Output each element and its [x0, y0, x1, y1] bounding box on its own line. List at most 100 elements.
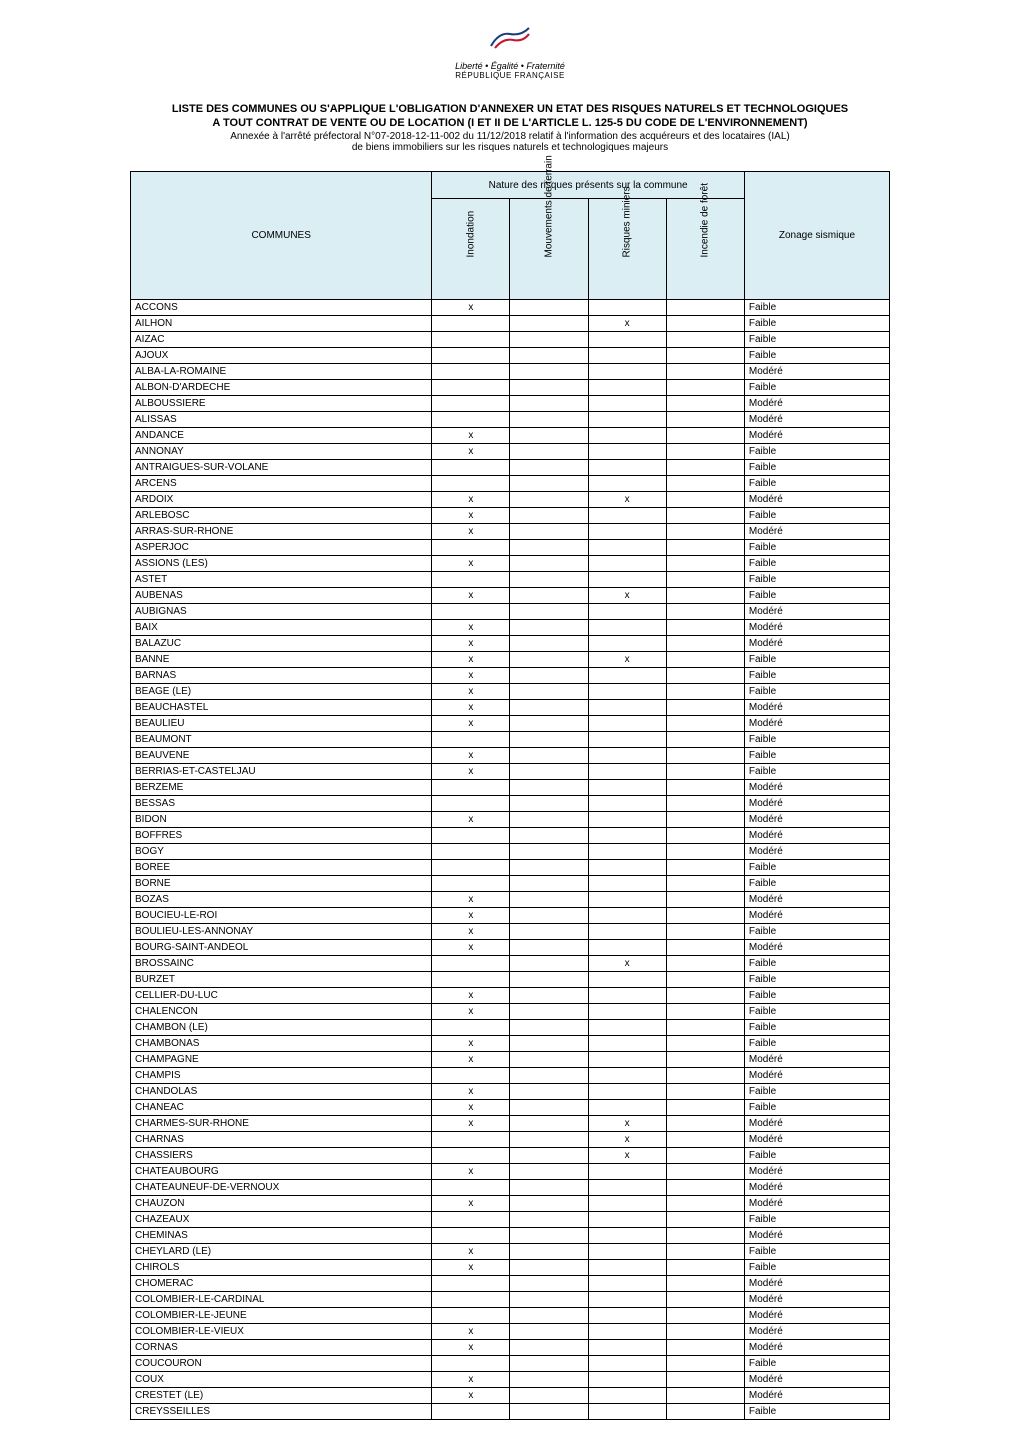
table-row: COUXxModéré [131, 1372, 890, 1388]
cell-zonage: Faible [744, 924, 889, 940]
cell-zonage: Faible [744, 1036, 889, 1052]
cell-miniers [588, 1324, 666, 1340]
cell-zonage: Modéré [744, 1340, 889, 1356]
cell-incendie [666, 732, 744, 748]
cell-zonage: Faible [744, 316, 889, 332]
cell-inondation: x [432, 1260, 510, 1276]
cell-incendie [666, 380, 744, 396]
cell-incendie [666, 396, 744, 412]
cell-miniers [588, 1340, 666, 1356]
cell-miniers [588, 1308, 666, 1324]
cell-zonage: Faible [744, 1004, 889, 1020]
cell-inondation: x [432, 300, 510, 316]
cell-inondation: x [432, 988, 510, 1004]
cell-incendie [666, 1180, 744, 1196]
cell-incendie [666, 1068, 744, 1084]
cell-zonage: Modéré [744, 908, 889, 924]
cell-incendie [666, 1292, 744, 1308]
cell-commune: ANDANCE [131, 428, 432, 444]
table-row: ARRAS-SUR-RHONExModéré [131, 524, 890, 540]
cell-commune: BROSSAINC [131, 956, 432, 972]
cell-zonage: Modéré [744, 524, 889, 540]
cell-mouvements [510, 1276, 588, 1292]
cell-commune: CORNAS [131, 1340, 432, 1356]
cell-inondation [432, 348, 510, 364]
cell-miniers [588, 796, 666, 812]
cell-zonage: Faible [744, 540, 889, 556]
cell-commune: AIZAC [131, 332, 432, 348]
cell-commune: AUBIGNAS [131, 604, 432, 620]
cell-commune: CHAUZON [131, 1196, 432, 1212]
cell-mouvements [510, 556, 588, 572]
cell-miniers [588, 396, 666, 412]
cell-zonage: Modéré [744, 1132, 889, 1148]
cell-incendie [666, 444, 744, 460]
cell-inondation [432, 1068, 510, 1084]
cell-incendie [666, 604, 744, 620]
cell-zonage: Modéré [744, 396, 889, 412]
cell-zonage: Faible [744, 956, 889, 972]
cell-zonage: Faible [744, 748, 889, 764]
cell-inondation: x [432, 652, 510, 668]
cell-zonage: Faible [744, 1244, 889, 1260]
cell-zonage: Modéré [744, 1196, 889, 1212]
cell-inondation [432, 860, 510, 876]
cell-miniers [588, 860, 666, 876]
table-row: BORNEFaible [131, 876, 890, 892]
cell-incendie [666, 860, 744, 876]
cell-miniers: x [588, 1148, 666, 1164]
table-row: BOGYModéré [131, 844, 890, 860]
cell-mouvements [510, 412, 588, 428]
cell-mouvements [510, 1052, 588, 1068]
cell-commune: CHIROLS [131, 1260, 432, 1276]
table-row: CHAMPISModéré [131, 1068, 890, 1084]
cell-inondation [432, 876, 510, 892]
cell-zonage: Faible [744, 1020, 889, 1036]
cell-mouvements [510, 924, 588, 940]
cell-incendie [666, 1212, 744, 1228]
cell-commune: ARLEBOSC [131, 508, 432, 524]
cell-mouvements [510, 396, 588, 412]
cell-inondation: x [432, 1084, 510, 1100]
cell-mouvements [510, 892, 588, 908]
cell-mouvements [510, 1116, 588, 1132]
table-row: BOURG-SAINT-ANDEOLxModéré [131, 940, 890, 956]
cell-mouvements [510, 524, 588, 540]
cell-commune: BESSAS [131, 796, 432, 812]
table-row: AUBENASxxFaible [131, 588, 890, 604]
cell-commune: COUCOURON [131, 1356, 432, 1372]
cell-mouvements [510, 1404, 588, 1420]
cell-zonage: Modéré [744, 700, 889, 716]
cell-commune: BOREE [131, 860, 432, 876]
cell-commune: BOFFRES [131, 828, 432, 844]
cell-zonage: Modéré [744, 1116, 889, 1132]
cell-mouvements [510, 1292, 588, 1308]
cell-commune: CHANEAC [131, 1100, 432, 1116]
cell-miniers [588, 764, 666, 780]
cell-incendie [666, 876, 744, 892]
cell-zonage: Modéré [744, 828, 889, 844]
cell-zonage: Faible [744, 1100, 889, 1116]
cell-miniers [588, 908, 666, 924]
cell-miniers [588, 380, 666, 396]
col-header-incendie: Incendie de forêt [666, 199, 744, 300]
cell-inondation [432, 1228, 510, 1244]
table-row: BERRIAS-ET-CASTELJAUxFaible [131, 764, 890, 780]
cell-miniers [588, 556, 666, 572]
cell-incendie [666, 1132, 744, 1148]
cell-zonage: Faible [744, 556, 889, 572]
cell-commune: CHATEAUNEUF-DE-VERNOUX [131, 1180, 432, 1196]
cell-commune: COUX [131, 1372, 432, 1388]
table-row: ARCENSFaible [131, 476, 890, 492]
table-row: BURZETFaible [131, 972, 890, 988]
cell-miniers [588, 780, 666, 796]
cell-mouvements [510, 460, 588, 476]
cell-incendie [666, 1084, 744, 1100]
table-row: BEAGE (LE)xFaible [131, 684, 890, 700]
cell-mouvements [510, 1084, 588, 1100]
cell-commune: ALBA-LA-ROMAINE [131, 364, 432, 380]
cell-miniers [588, 1276, 666, 1292]
cell-incendie [666, 540, 744, 556]
table-row: BESSASModéré [131, 796, 890, 812]
cell-incendie [666, 572, 744, 588]
